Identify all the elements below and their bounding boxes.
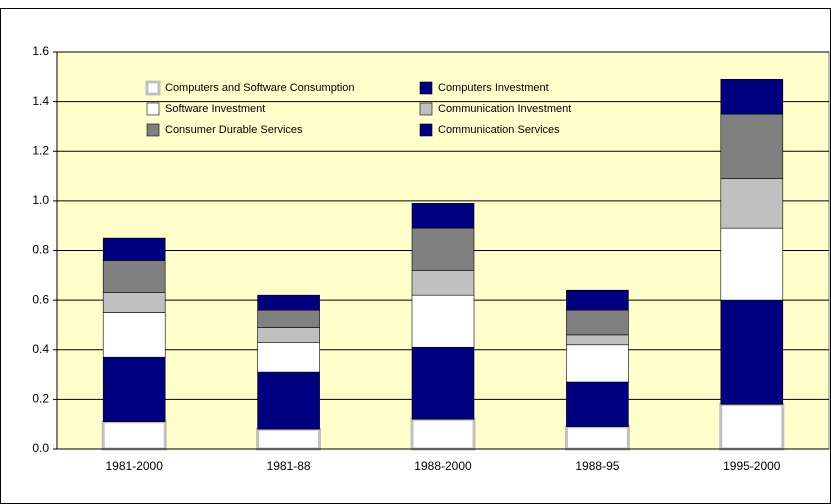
bar-segment <box>719 402 785 451</box>
legend-label: Communication Services <box>438 124 560 136</box>
bar-segment <box>102 292 166 313</box>
bar-segment <box>720 178 784 229</box>
y-tick-label: 0.4 <box>32 342 49 356</box>
bar-segment <box>720 227 784 301</box>
bar-segment <box>720 78 784 115</box>
bar-segment <box>101 420 167 451</box>
legend-swatch <box>419 123 433 137</box>
bar-segment <box>257 371 320 430</box>
bar-segment <box>411 346 475 420</box>
y-tick-label: 0.0 <box>32 441 49 455</box>
bar-segment <box>102 356 166 423</box>
legend-label: Computers and Software Consumption <box>165 82 355 94</box>
y-tick-label: 1.4 <box>32 94 49 108</box>
legend-label: Communication Investment <box>438 103 571 115</box>
legend-swatch <box>146 102 160 116</box>
y-tick-label: 0.8 <box>32 243 49 257</box>
legend-swatch <box>419 102 433 116</box>
legend-label: Software Investment <box>165 103 265 115</box>
x-tick-label: 1995-2000 <box>723 459 781 473</box>
bar-segment <box>257 294 320 311</box>
bar-segment <box>102 260 166 293</box>
bar-segment <box>566 309 629 336</box>
x-tick-label: 1988-2000 <box>414 459 472 473</box>
y-tick-label: 0.6 <box>32 292 49 306</box>
x-tick-label: 1988-95 <box>575 459 619 473</box>
legend-label: Consumer Durable Services <box>165 124 303 136</box>
bar-segment <box>102 237 166 261</box>
bar-segment <box>257 309 320 328</box>
bar-segment <box>566 381 629 427</box>
bar-segment <box>257 342 320 373</box>
legend-label: Computers Investment <box>438 82 549 94</box>
y-tick-label: 0.2 <box>32 392 49 406</box>
bar-segment <box>720 113 784 179</box>
bar-segment <box>566 344 629 383</box>
bar-segment <box>102 312 166 358</box>
bar-segment <box>411 270 475 296</box>
bar-segment <box>257 327 320 343</box>
bar-segment <box>411 227 475 271</box>
x-tick-label: 1981-88 <box>267 459 311 473</box>
bar-segment <box>411 203 475 229</box>
bar-segment <box>564 425 630 451</box>
bar-segment <box>566 334 629 346</box>
bar-segment <box>566 289 629 311</box>
bar-segment <box>720 299 784 405</box>
bar-segment <box>410 417 476 451</box>
y-tick-label: 1.2 <box>32 143 49 157</box>
y-tick-label: 1.0 <box>32 193 49 207</box>
y-tick-label: 1.6 <box>32 44 49 58</box>
legend-swatch <box>419 81 433 95</box>
legend-swatch <box>146 123 160 137</box>
x-tick-label: 1981-2000 <box>106 459 164 473</box>
legend-swatch <box>145 80 161 96</box>
bar-segment <box>411 294 475 348</box>
bar-segment <box>256 427 322 451</box>
